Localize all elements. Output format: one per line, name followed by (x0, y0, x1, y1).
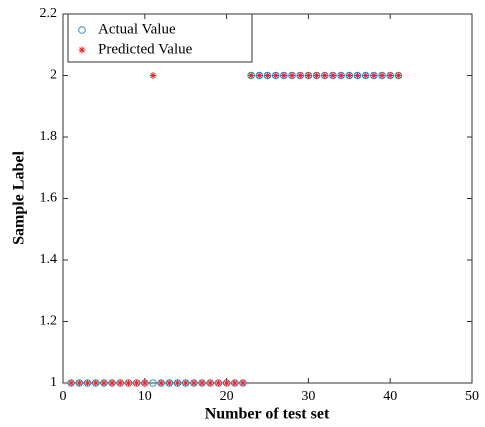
point-asterisk (214, 379, 222, 387)
x-axis-title: Number of test set (205, 406, 330, 423)
point-asterisk (149, 72, 157, 79)
point-asterisk (165, 379, 173, 387)
point-asterisk (345, 72, 353, 79)
point-asterisk (84, 379, 92, 387)
y-tick-label: 2.2 (40, 6, 58, 21)
point-asterisk (264, 72, 271, 79)
point-asterisk (78, 46, 86, 54)
x-tick-label: 0 (60, 389, 67, 404)
y-axis-title: Sample Label (11, 151, 28, 245)
y-tick-label: 1.2 (40, 314, 58, 329)
y-tick-label: 1.8 (40, 129, 58, 144)
x-tick-label: 30 (301, 389, 315, 404)
point-circle (149, 379, 157, 387)
point-asterisk (141, 379, 149, 387)
y-tick-label: 2 (50, 68, 57, 83)
point-asterisk (247, 72, 255, 79)
point-asterisk (108, 379, 116, 387)
point-asterisk (288, 72, 296, 79)
point-asterisk (313, 72, 321, 79)
y-tick-label: 1 (50, 375, 57, 390)
point-circle (78, 26, 86, 34)
point-asterisk (100, 379, 108, 387)
point-asterisk (362, 72, 370, 79)
legend-label: Actual Value (98, 21, 176, 37)
x-tick-label: 20 (220, 389, 234, 404)
legend-box (67, 13, 253, 63)
point-asterisk (75, 379, 83, 387)
x-tick-label: 50 (465, 389, 479, 404)
point-asterisk (174, 379, 182, 387)
point-asterisk (329, 72, 337, 79)
point-asterisk (296, 72, 304, 79)
point-asterisk (92, 379, 100, 387)
point-asterisk (353, 72, 361, 79)
point-asterisk (124, 379, 132, 387)
x-tick-label: 40 (383, 389, 397, 404)
legend-label: Predicted Value (98, 41, 193, 57)
point-asterisk (255, 72, 263, 79)
point-asterisk (272, 72, 280, 79)
point-asterisk (394, 72, 402, 79)
point-asterisk (280, 72, 288, 79)
plot-frame (62, 13, 473, 384)
point-asterisk (321, 72, 329, 79)
point-asterisk (370, 72, 378, 79)
point-asterisk (386, 72, 394, 79)
point-asterisk (223, 379, 231, 387)
point-asterisk (231, 379, 239, 387)
legend: Actual Value Predicted Value (67, 13, 253, 63)
point-asterisk (206, 379, 214, 387)
point-asterisk (190, 379, 198, 387)
point-asterisk (67, 379, 75, 387)
point-asterisk (378, 72, 386, 79)
point-asterisk (304, 72, 312, 79)
point-asterisk (337, 72, 345, 79)
point-asterisk (157, 379, 165, 387)
point-asterisk (133, 379, 141, 387)
point-asterisk (198, 379, 206, 387)
point-asterisk (239, 379, 247, 387)
point-asterisk (116, 379, 124, 387)
x-tick-label: 10 (138, 389, 152, 404)
y-tick-label: 1.4 (40, 252, 58, 267)
point-asterisk (182, 379, 190, 387)
y-tick-label: 1.6 (40, 191, 58, 206)
